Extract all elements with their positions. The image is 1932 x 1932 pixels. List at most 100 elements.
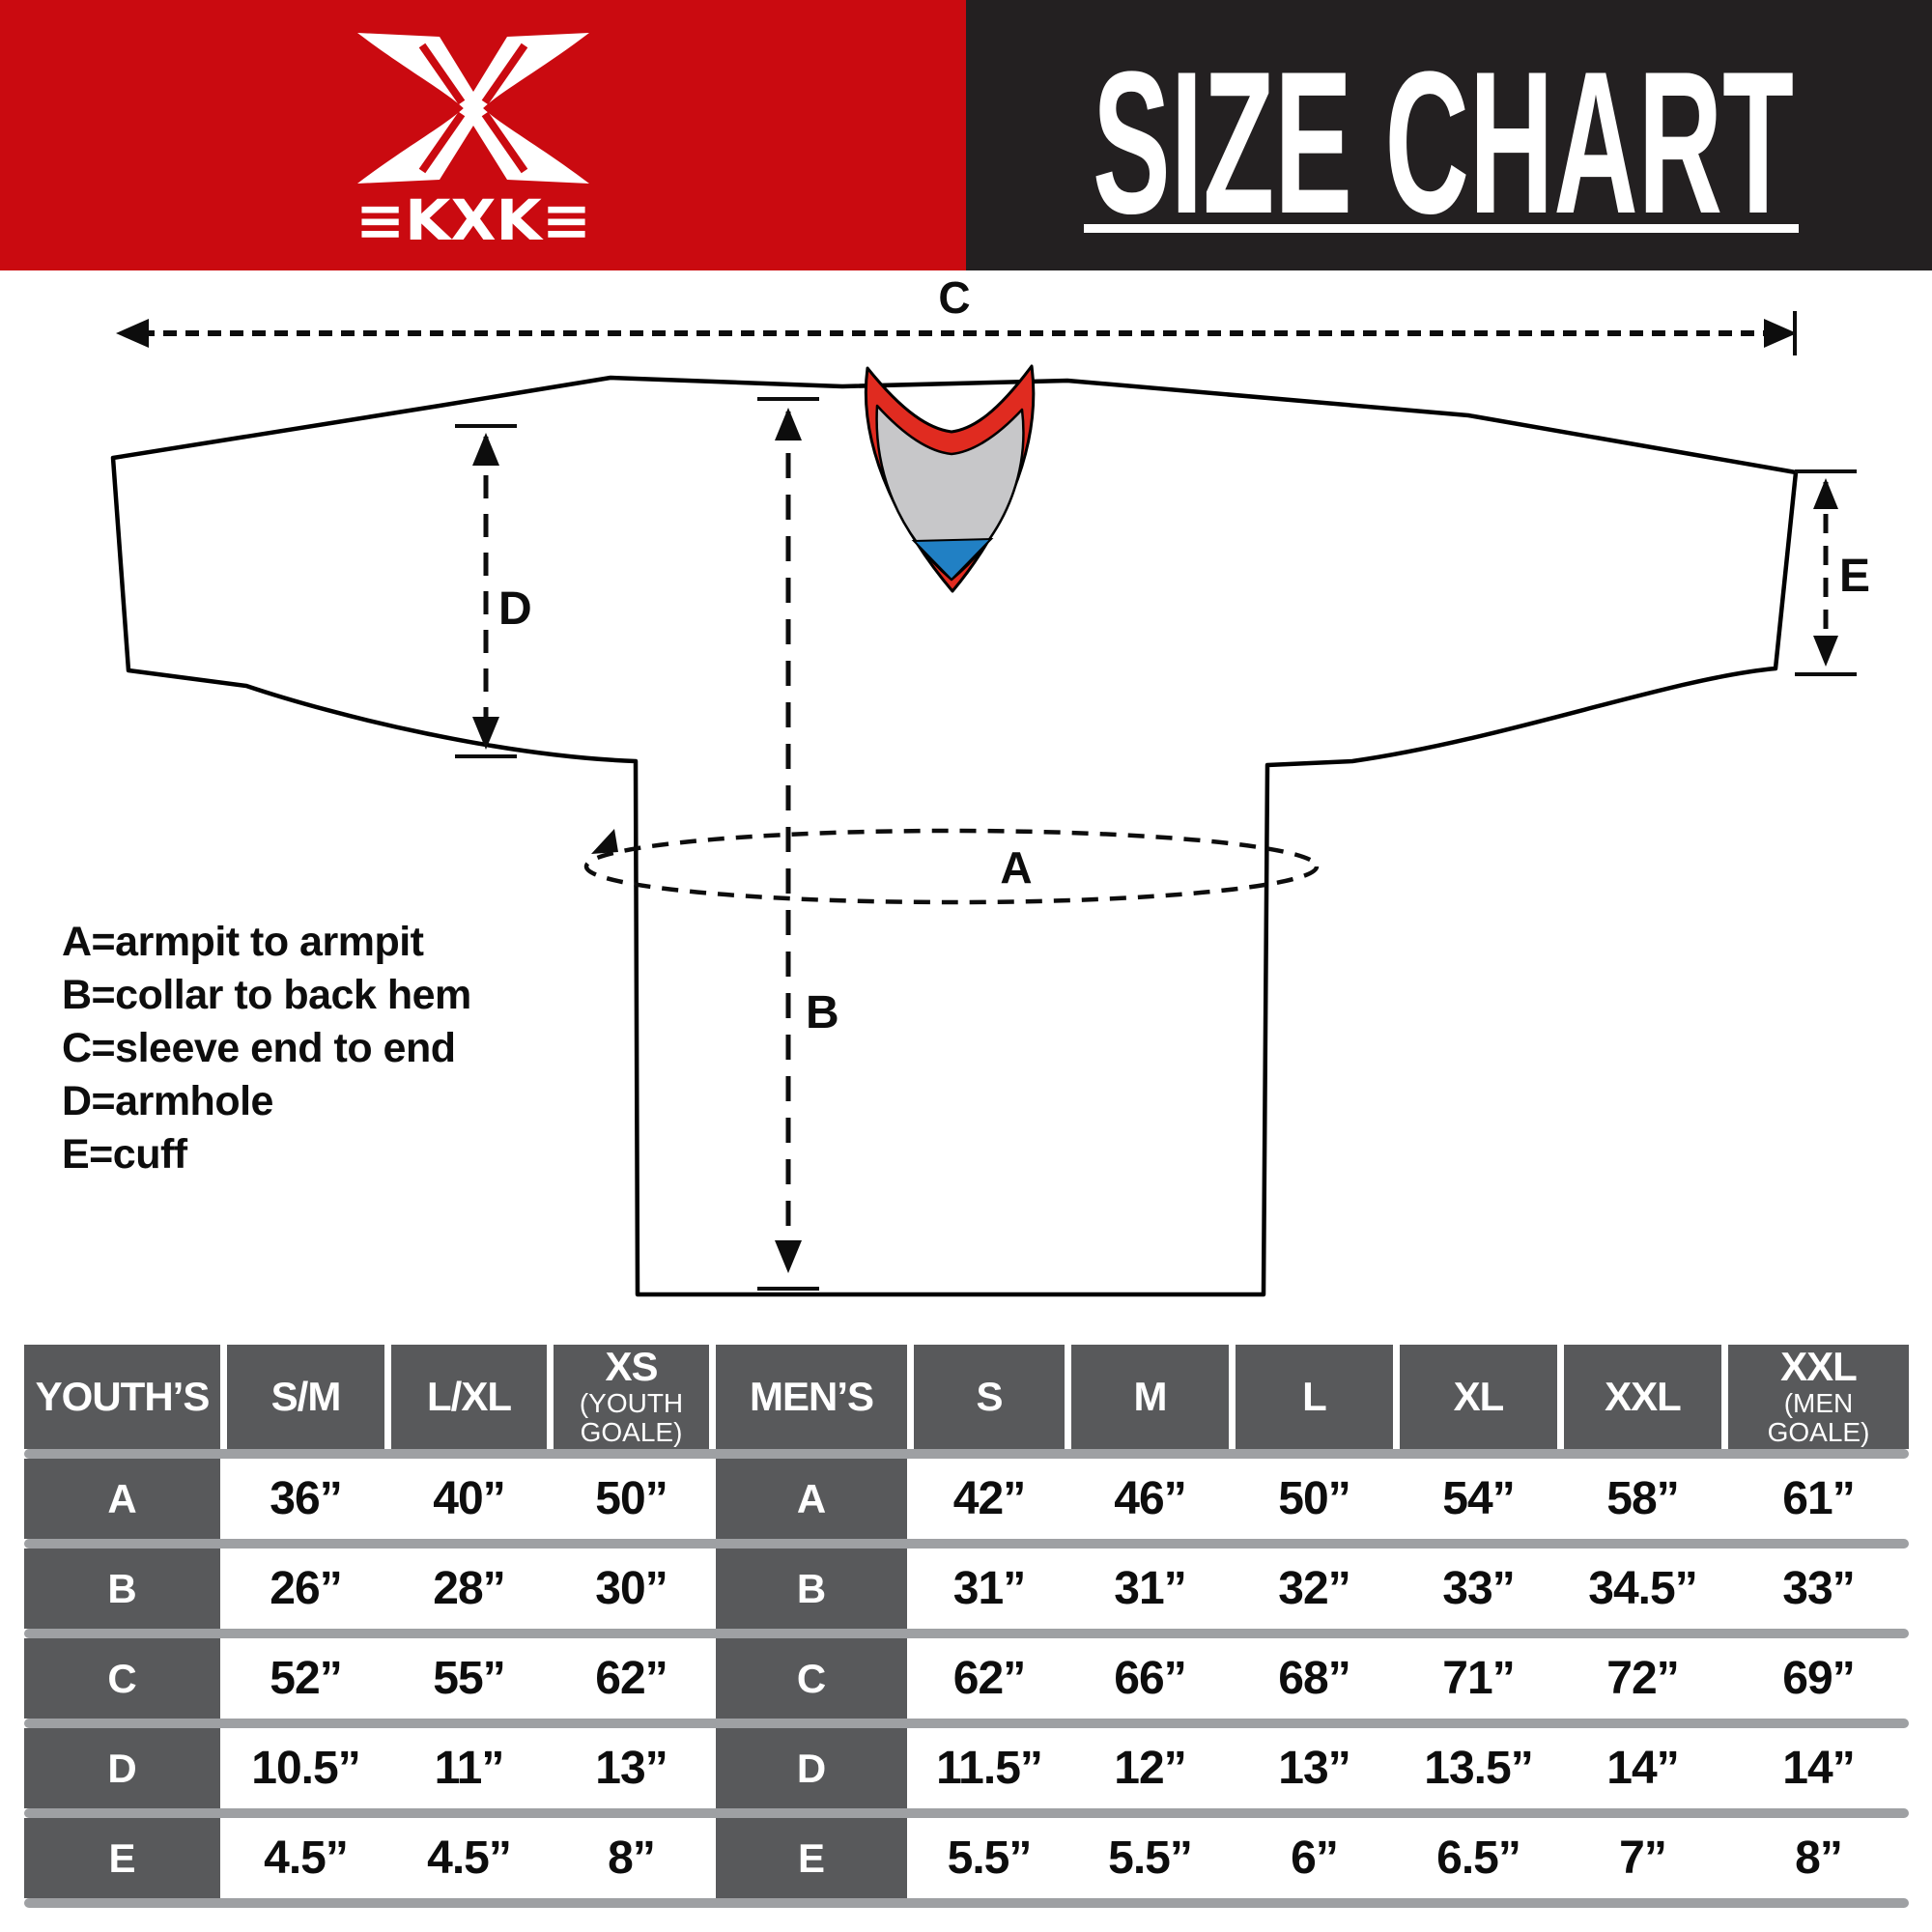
brand-panel: ≡KXK≡: [0, 0, 966, 270]
collar-inner: [875, 404, 1025, 582]
value-cell: 62”: [914, 1638, 1065, 1719]
row-label-cell: A: [24, 1459, 220, 1539]
value-cell: 4.5”: [227, 1818, 384, 1898]
value-cell: 40”: [391, 1459, 547, 1539]
row-separator: [24, 1449, 1909, 1459]
value-cell: 32”: [1236, 1548, 1393, 1629]
measure-label-a: A: [1000, 842, 1032, 893]
value-cell: 72”: [1564, 1638, 1721, 1719]
collar-insert: [911, 537, 994, 582]
size-header-cell: S: [914, 1345, 1065, 1449]
top-banner: ≡KXK≡ SIZE CHART: [0, 0, 1932, 270]
row-separator: [24, 1808, 1909, 1818]
value-cell: 6.5”: [1400, 1818, 1557, 1898]
value-cell: 50”: [1236, 1459, 1393, 1539]
kxk-logo-icon: ≡KXK≡: [355, 33, 591, 253]
header-label: XXL: [1605, 1374, 1682, 1419]
header-label: XL: [1453, 1374, 1505, 1419]
value-cell: 62”: [554, 1638, 709, 1719]
jersey-outline: [110, 375, 1799, 1297]
row-separator: [24, 1629, 1909, 1638]
value-cell: 42”: [914, 1459, 1065, 1539]
value-cell: 10.5”: [227, 1728, 384, 1808]
measure-label-b: B: [806, 987, 839, 1038]
title-panel: SIZE CHART: [966, 0, 1932, 270]
row-label-cell: E: [24, 1818, 220, 1898]
value-cell: 11.5”: [914, 1728, 1065, 1808]
title-art: SIZE CHART: [1084, 29, 1799, 256]
logo-top-fan: [357, 33, 589, 110]
logo-slit: [481, 111, 528, 174]
arrowhead-icon: [591, 829, 618, 854]
value-cell: 54”: [1400, 1459, 1557, 1539]
value-cell: 8”: [1728, 1818, 1909, 1898]
header-label: XXL: [1780, 1343, 1858, 1389]
value-cell: 5.5”: [914, 1818, 1065, 1898]
size-header-cell: M: [1071, 1345, 1229, 1449]
size-table: YOUTH’S S/M L/XL XS (YOUTH GOALE) MEN’S S M L XL X…: [24, 1345, 1909, 1908]
value-cell: 61”: [1728, 1459, 1909, 1539]
size-header-cell: XL: [1400, 1345, 1557, 1449]
arrowhead-up-icon: [472, 433, 499, 466]
value-cell: 52”: [227, 1638, 384, 1719]
row-label-cell: D: [24, 1728, 220, 1808]
logo-slit: [418, 43, 466, 105]
row-label-cell: E: [716, 1818, 907, 1898]
header-label: S: [976, 1374, 1003, 1419]
value-cell: 30”: [554, 1548, 709, 1629]
group-header-cell: YOUTH’S: [24, 1345, 220, 1449]
size-header-cell: XS (YOUTH GOALE): [554, 1345, 709, 1449]
arrowhead-down-icon: [1813, 636, 1838, 667]
header-label: M: [1133, 1374, 1168, 1419]
page-title: SIZE CHART: [1093, 29, 1794, 256]
legend-line: A=armpit to armpit: [62, 919, 424, 965]
size-header-cell: L: [1236, 1345, 1393, 1449]
table-row: D 10.5” 11” 13” D 11.5” 12” 13” 13.5” 14” 14”: [24, 1728, 1909, 1808]
row-label-cell: C: [716, 1638, 907, 1719]
row-separator: [24, 1539, 1909, 1548]
header-sublabel: (MEN GOALE): [1767, 1387, 1870, 1447]
legend-line: D=armhole: [62, 1078, 273, 1124]
title-underline: [1084, 224, 1799, 233]
value-cell: 50”: [554, 1459, 709, 1539]
row-label-cell: A: [716, 1459, 907, 1539]
value-cell: 58”: [1564, 1459, 1721, 1539]
logo-bottom-fan: [357, 106, 589, 184]
arrowhead-left-icon: [116, 319, 149, 348]
jersey-diagram: C D B E A: [110, 272, 1870, 1297]
value-cell: 33”: [1400, 1548, 1557, 1629]
row-separator: [24, 1719, 1909, 1728]
value-cell: 36”: [227, 1459, 384, 1539]
legend-line: E=cuff: [62, 1131, 187, 1178]
value-cell: 34.5”: [1564, 1548, 1721, 1629]
table-row: E 4.5” 4.5” 8” E 5.5” 5.5” 6” 6.5” 7” 8”: [24, 1818, 1909, 1898]
value-cell: 66”: [1071, 1638, 1229, 1719]
value-cell: 7”: [1564, 1818, 1721, 1898]
measure-label-e: E: [1839, 551, 1870, 602]
value-cell: 31”: [914, 1548, 1065, 1629]
measure-ellipse-a: [583, 828, 1320, 905]
row-label-cell: B: [24, 1548, 220, 1629]
value-cell: 68”: [1236, 1638, 1393, 1719]
row-label-cell: D: [716, 1728, 907, 1808]
value-cell: 31”: [1071, 1548, 1229, 1629]
header-sublabel: (YOUTH GOALE): [579, 1387, 684, 1447]
legend-line: B=collar to back hem: [62, 972, 471, 1018]
size-header-cell: XXL (MEN GOALE): [1728, 1345, 1909, 1449]
header-label: L/XL: [427, 1374, 512, 1419]
measure-label-d: D: [498, 583, 532, 635]
value-cell: 71”: [1400, 1638, 1557, 1719]
row-label-cell: B: [716, 1548, 907, 1629]
legend-line: C=sleeve end to end: [62, 1025, 456, 1071]
table-row: C 52” 55” 62” C 62” 66” 68” 71” 72” 69”: [24, 1638, 1909, 1719]
logo-slit: [481, 43, 528, 105]
logo-slit: [418, 111, 466, 174]
value-cell: 12”: [1071, 1728, 1229, 1808]
header-label: L: [1302, 1374, 1327, 1419]
value-cell: 69”: [1728, 1638, 1909, 1719]
value-cell: 55”: [391, 1638, 547, 1719]
value-cell: 6”: [1236, 1818, 1393, 1898]
header-label: S/M: [270, 1374, 342, 1419]
value-cell: 13.5”: [1400, 1728, 1557, 1808]
